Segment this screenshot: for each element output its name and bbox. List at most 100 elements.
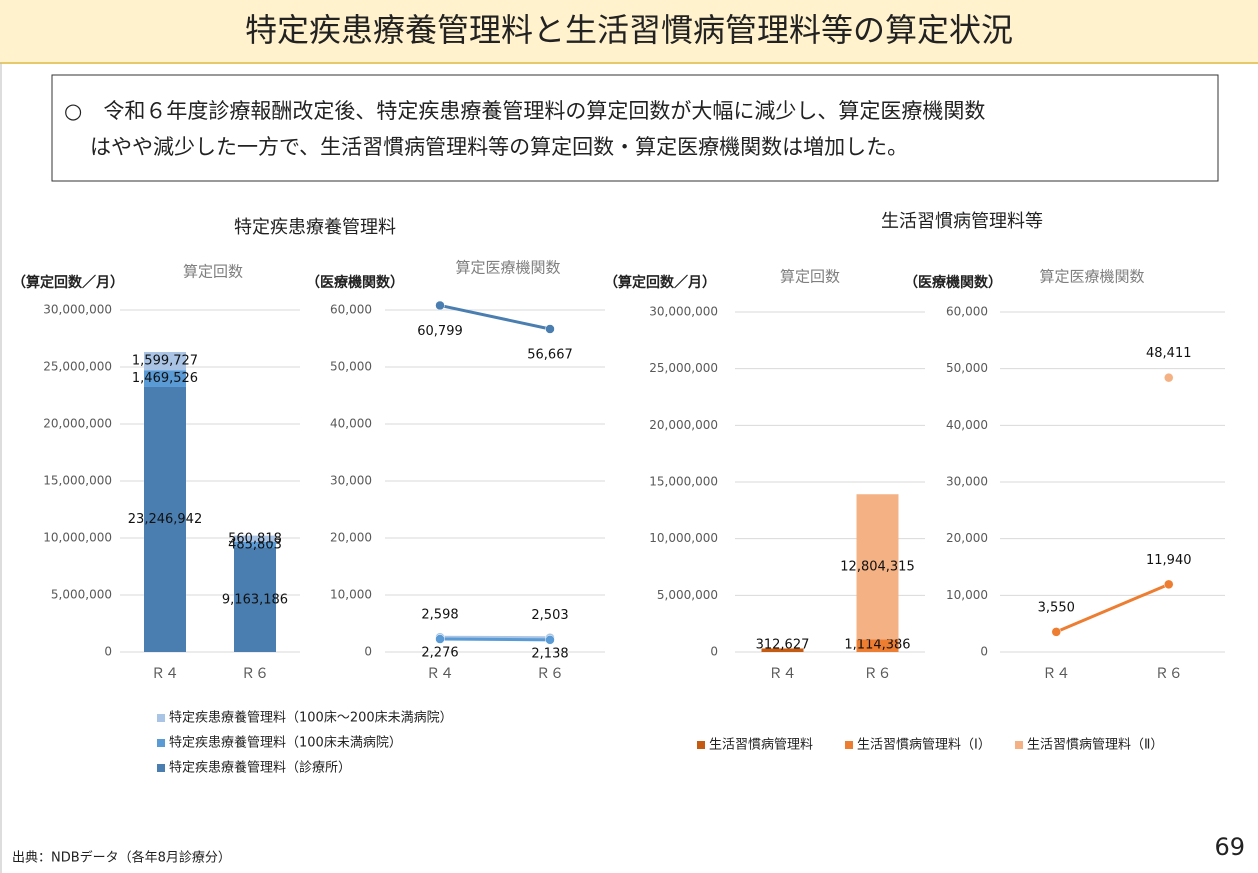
- series-line: [439, 637, 551, 642]
- legend-label: 特定疾患療養管理料（診療所）: [169, 760, 351, 776]
- bar-segment: [144, 386, 186, 652]
- data-label: 2,503: [531, 608, 568, 623]
- series-line: [439, 303, 551, 331]
- y-axis-label: （算定回数／月）: [12, 274, 124, 291]
- x-tick-label: Ｒ４: [769, 666, 797, 682]
- y-tick-label: 30,000: [330, 474, 372, 488]
- legend-label: 特定疾患療養管理料（100床未満病院）: [169, 735, 402, 751]
- point: [435, 300, 445, 311]
- y-tick-label: 0: [104, 645, 112, 659]
- x-tick-label: Ｒ４: [1042, 666, 1070, 682]
- panel-title: 生活習慣病管理料等: [881, 211, 1043, 232]
- page-number: 69: [1214, 833, 1245, 861]
- y-tick-label: 10,000: [330, 588, 372, 602]
- y-tick-label: 10,000,000: [43, 531, 112, 545]
- y-tick-label: 15,000,000: [649, 475, 718, 489]
- chart-title: 算定医療機関数: [455, 259, 560, 277]
- data-label: 2,598: [421, 608, 458, 623]
- legend-label: 生活習慣病管理料: [709, 737, 813, 753]
- y-tick-label: 30,000,000: [649, 305, 718, 319]
- bar-segment: [234, 547, 276, 652]
- legend-swatch: [157, 739, 165, 747]
- y-tick-label: 50,000: [330, 360, 372, 374]
- bar-segment: [856, 494, 899, 640]
- data-label: 60,799: [417, 324, 463, 339]
- point: [1051, 627, 1061, 637]
- bar-segment: [234, 535, 276, 543]
- y-tick-label: 0: [710, 645, 718, 659]
- chart-title: 算定医療機関数: [1039, 268, 1144, 286]
- data-label: 9,163,186: [222, 592, 288, 607]
- y-tick-label: 15,000,000: [43, 474, 112, 488]
- bar-segment: [144, 370, 186, 387]
- slide-title: 特定疾患療養管理料と生活習慣病管理料等の算定状況: [245, 11, 1013, 49]
- header-band: [0, 0, 1258, 63]
- bar-segment: [144, 351, 186, 371]
- bar-segment: [856, 639, 899, 652]
- x-tick-label: Ｒ４: [426, 666, 454, 682]
- x-tick-label: Ｒ６: [241, 666, 269, 682]
- x-tick-label: Ｒ６: [536, 666, 564, 682]
- x-tick-label: Ｒ６: [1155, 666, 1183, 682]
- point: [545, 324, 555, 334]
- y-tick-label: 20,000,000: [649, 418, 718, 432]
- chart-title: 算定回数: [183, 263, 243, 281]
- panel-title: 特定疾患療養管理料: [234, 217, 396, 238]
- point: [1164, 579, 1174, 590]
- data-label: 11,940: [1146, 553, 1192, 568]
- y-axis-label: （算定回数／月）: [604, 274, 716, 291]
- data-label: 2,138: [531, 646, 568, 661]
- y-axis-label: （医療機関数）: [306, 274, 404, 291]
- chart-title: 算定回数: [780, 268, 840, 286]
- y-tick-label: 10,000: [946, 588, 988, 602]
- y-tick-label: 20,000: [330, 531, 372, 545]
- data-label: 560,818: [228, 531, 282, 546]
- data-label: 1,469,526: [132, 371, 198, 386]
- legend-swatch: [157, 714, 165, 722]
- y-tick-label: 30,000,000: [43, 303, 112, 317]
- data-label: 312,627: [756, 638, 810, 653]
- source: 出典：NDBデータ（各年8月診療分）: [12, 850, 231, 866]
- y-tick-label: 50,000: [946, 361, 988, 375]
- x-tick-label: Ｒ６: [864, 666, 892, 682]
- y-tick-label: 40,000: [330, 417, 372, 431]
- y-tick-label: 30,000: [946, 475, 988, 489]
- data-label: 1,599,727: [132, 354, 198, 369]
- summary-line: はやや減少した一方で、生活習慣病管理料等の算定回数・算定医療機関数は増加した。: [90, 135, 908, 159]
- legend-swatch: [1015, 741, 1023, 749]
- data-label: 1,114,386: [844, 638, 910, 653]
- data-label: 23,246,942: [128, 512, 202, 527]
- y-axis-label: （医療機関数）: [904, 274, 1002, 291]
- bar-segment: [761, 648, 804, 652]
- y-tick-label: 5,000,000: [657, 588, 718, 602]
- point: [1164, 372, 1174, 383]
- y-tick-label: 20,000,000: [43, 417, 112, 431]
- y-tick-label: 5,000,000: [51, 588, 112, 602]
- y-tick-label: 25,000,000: [43, 360, 112, 374]
- summary-line: ○ 令和６年度診療報酬改定後、特定疾患療養管理料の算定回数が大幅に減少し、算定医…: [64, 99, 985, 123]
- series-line: [1055, 582, 1170, 634]
- legend-label: 生活習慣病管理料（Ⅱ）: [1027, 737, 1163, 753]
- point: [545, 635, 555, 645]
- x-tick-label: Ｒ４: [151, 666, 179, 682]
- y-tick-label: 20,000: [946, 531, 988, 545]
- y-tick-label: 0: [980, 645, 988, 659]
- bar-segment: [234, 542, 276, 548]
- legend-swatch: [845, 741, 853, 749]
- summary-box: [51, 74, 1219, 182]
- y-tick-label: 60,000: [946, 305, 988, 319]
- legend-label: 生活習慣病管理料（Ⅰ）: [857, 737, 991, 753]
- y-tick-label: 60,000: [330, 303, 372, 317]
- y-tick-label: 25,000,000: [649, 361, 718, 375]
- y-tick-label: 40,000: [946, 418, 988, 432]
- data-label: 48,411: [1146, 346, 1192, 361]
- legend-swatch: [157, 764, 165, 772]
- series-line: [439, 635, 551, 640]
- legend-label: 特定疾患療養管理料（100床～200床未満病院）: [169, 710, 453, 726]
- data-label: 56,667: [527, 347, 573, 362]
- data-label: 2,276: [421, 646, 458, 661]
- legend-swatch: [697, 741, 705, 749]
- y-tick-label: 0: [364, 645, 372, 659]
- y-tick-label: 10,000,000: [649, 531, 718, 545]
